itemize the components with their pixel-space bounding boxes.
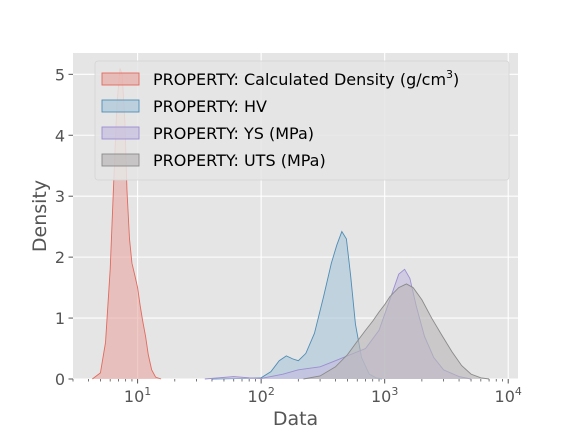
- x-axis-label: Data: [273, 408, 318, 430]
- legend-frame: [94, 60, 510, 181]
- y-tick-label: 2: [55, 248, 65, 267]
- y-tick-label: 1: [55, 309, 65, 328]
- legend-label-1: PROPERTY: Calculated Density (g/cm3): [153, 68, 459, 89]
- legend-label-3: PROPERTY: YS (MPa): [153, 124, 314, 143]
- y-axis-label: Density: [29, 180, 51, 252]
- y-tick-label: 4: [55, 126, 65, 145]
- legend-swatch-4: [101, 153, 140, 167]
- legend-label-2: PROPERTY: HV: [153, 97, 267, 116]
- legend-swatch-2: [101, 99, 140, 113]
- series-area-4: [303, 283, 490, 379]
- axis-ticks: 101 102 103 104 0 1 2 3 4 5: [55, 65, 522, 406]
- x-tick-label: 102: [247, 385, 274, 406]
- x-tick-label: 101: [124, 385, 151, 406]
- series-line-4: [303, 283, 490, 380]
- legend-swatch-1: [101, 72, 140, 86]
- legend-label-4: PROPERTY: UTS (MPa): [153, 151, 326, 170]
- series-line-1: [92, 68, 162, 380]
- y-tick-label: 3: [55, 187, 65, 206]
- x-tick-label: 104: [495, 385, 522, 406]
- series-area-2: [211, 231, 382, 379]
- legend-swatch-3: [101, 126, 140, 140]
- series-areas: [92, 68, 490, 380]
- series-area-1: [92, 68, 162, 379]
- y-tick-label: 5: [55, 65, 65, 84]
- x-tick-label: 103: [371, 385, 398, 406]
- legend: PROPERTY: Calculated Density (g/cm3) PROP…: [94, 60, 510, 181]
- y-tick-label: 0: [55, 370, 65, 389]
